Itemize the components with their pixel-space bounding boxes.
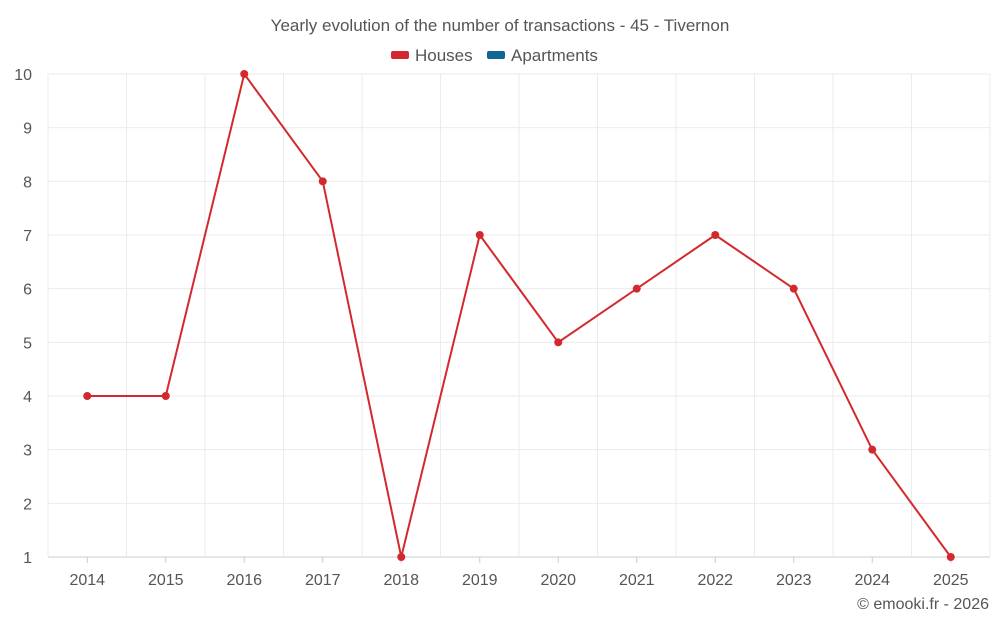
data-point-houses-2015[interactable] (161, 392, 170, 400)
grid (47, 73, 991, 558)
x-tick-label: 2024 (854, 572, 890, 589)
data-point-houses-2025[interactable] (946, 553, 955, 561)
data-point-houses-2018[interactable] (397, 553, 406, 561)
legend-item-apartments[interactable]: Apartments (487, 46, 598, 65)
x-tick-label: 2025 (933, 572, 969, 589)
legend-item-houses[interactable]: Houses (391, 46, 473, 65)
y-tick-label: 10 (14, 67, 32, 84)
y-tick-label: 9 (23, 121, 32, 138)
data-point-houses-2021[interactable] (632, 284, 641, 293)
data-point-houses-2022[interactable] (711, 231, 720, 239)
legend-swatch-apartments (487, 51, 505, 59)
credit-text: © emooki.fr - 2026 (857, 596, 989, 613)
y-tick-label: 4 (23, 389, 32, 406)
y-tick-label: 6 (23, 282, 32, 299)
legend: Houses Apartments (391, 46, 598, 65)
series-line-houses (87, 73, 952, 558)
data-point-houses-2014[interactable] (83, 392, 92, 400)
data-point-houses-2024[interactable] (868, 445, 877, 454)
y-tick-label: 1 (23, 550, 32, 567)
data-point-houses-2017[interactable] (318, 177, 327, 186)
x-tick-label: 2019 (462, 572, 498, 589)
chart-title: Yearly evolution of the number of transa… (271, 16, 730, 35)
series-houses (83, 70, 955, 561)
x-tick-label: 2022 (697, 572, 733, 589)
data-point-houses-2016[interactable] (240, 70, 249, 78)
y-tick-label: 3 (23, 443, 32, 460)
data-point-houses-2020[interactable] (554, 338, 563, 347)
x-tick-label: 2017 (305, 572, 341, 589)
y-tick-label: 7 (23, 228, 32, 245)
x-tick-label: 2023 (776, 572, 812, 589)
y-tick-label: 5 (23, 335, 32, 352)
x-tick-label: 2016 (226, 572, 262, 589)
x-tick-label: 2015 (148, 572, 184, 589)
y-axis-ticks: 1 2 3 4 5 6 7 8 9 10 (14, 67, 32, 567)
x-tick-label: 2021 (619, 572, 655, 589)
y-tick-label: 2 (23, 496, 32, 513)
legend-swatch-houses (391, 51, 409, 59)
y-tick-label: 8 (23, 174, 32, 191)
x-axis-ticks: 2014 2015 2016 2017 2018 2019 2020 2021 2022 2023… (69, 557, 969, 589)
x-tick-label: 2020 (540, 572, 576, 589)
legend-label-apartments: Apartments (511, 46, 598, 65)
legend-label-houses: Houses (415, 46, 473, 65)
x-tick-label: 2018 (383, 572, 419, 589)
x-tick-label: 2014 (69, 572, 105, 589)
data-point-houses-2023[interactable] (789, 284, 798, 293)
data-point-houses-2019[interactable] (475, 231, 484, 239)
